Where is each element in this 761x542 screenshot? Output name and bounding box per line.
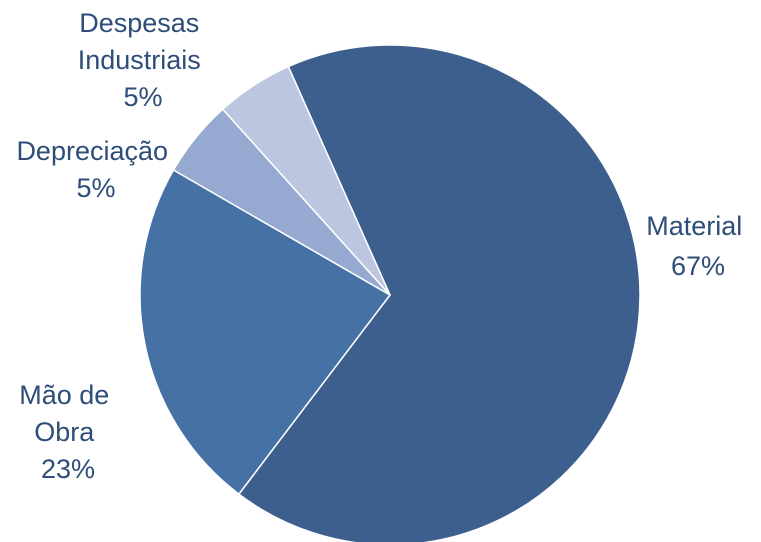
label-depreciacao: Depreciação 5% — [16, 136, 175, 203]
pie-slice-material — [238, 44, 641, 542]
pie-slice-despesas-industriais — [221, 65, 391, 296]
label-mao-de-obra: Mão de Obra 23% — [19, 380, 117, 484]
label-material: Material 67% — [646, 211, 750, 281]
label-despesas-industriais: Despesas Industriais 5% — [78, 8, 209, 112]
pie-slice-mao-de-obra — [139, 169, 391, 495]
pie-slices — [139, 44, 641, 542]
